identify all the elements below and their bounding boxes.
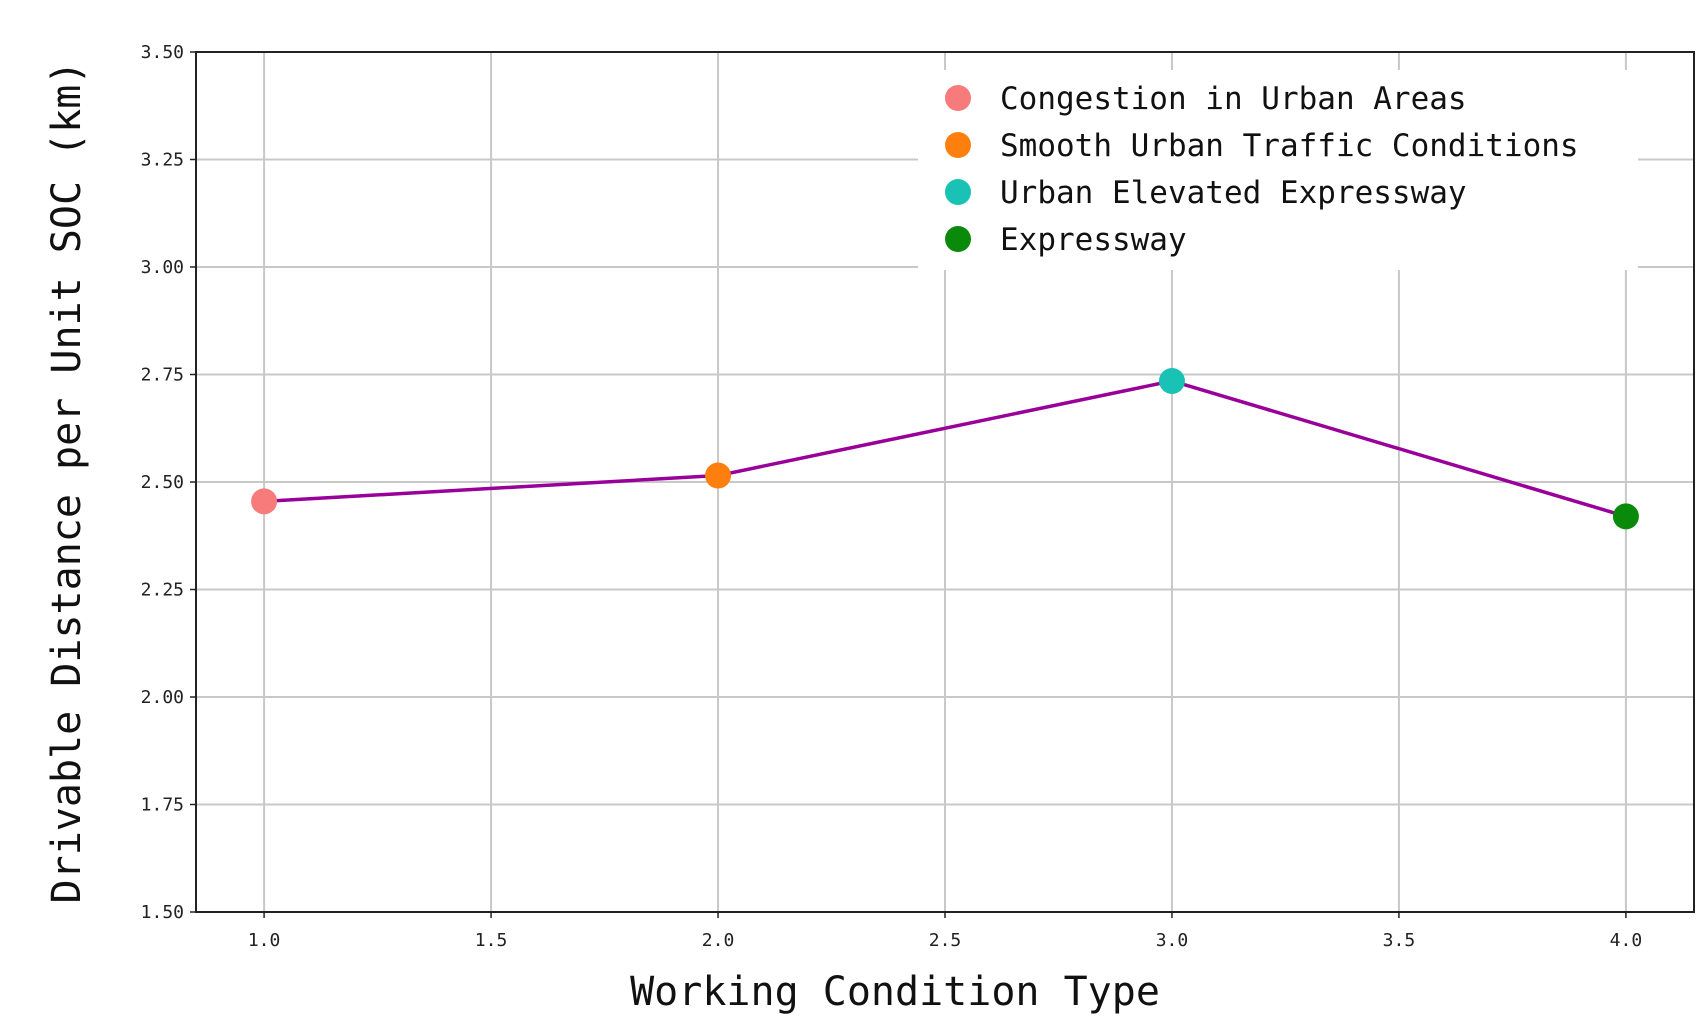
x-tick-label: 3.0	[1156, 930, 1189, 951]
x-tick-label: 2.5	[929, 930, 962, 951]
y-tick-label: 3.50	[141, 42, 184, 63]
x-tick-label: 4.0	[1610, 930, 1643, 951]
data-point	[251, 488, 278, 515]
legend-label: Expressway	[1000, 222, 1187, 258]
series-line	[263, 379, 1627, 519]
data-point	[705, 462, 732, 489]
x-tick-label: 1.0	[248, 930, 281, 951]
legend-label: Congestion in Urban Areas	[1000, 81, 1467, 117]
x-tick-label: 2.0	[702, 930, 735, 951]
legend-box	[918, 70, 1638, 270]
y-tick-label: 1.75	[141, 795, 184, 816]
y-axis-title: Drivable Distance per Unit SOC (km)	[44, 61, 90, 904]
legend-marker	[945, 179, 971, 205]
legend-marker	[945, 85, 971, 111]
y-tick-label: 2.75	[141, 365, 184, 386]
data-point	[1158, 367, 1185, 394]
data-point	[1612, 503, 1639, 530]
y-tick-label: 2.00	[141, 687, 184, 708]
y-tick-label: 2.50	[141, 472, 184, 493]
legend-label: Urban Elevated Expressway	[1000, 175, 1467, 211]
legend-marker	[945, 132, 971, 158]
y-tick-label: 3.00	[141, 257, 184, 278]
legend-marker	[945, 226, 971, 252]
legend-label: Smooth Urban Traffic Conditions	[1000, 128, 1579, 164]
y-tick-label: 1.50	[141, 902, 184, 923]
y-tick-label: 3.25	[141, 150, 184, 171]
x-axis-title: Working Condition Type	[630, 969, 1160, 1015]
x-tick-label: 3.5	[1383, 930, 1416, 951]
x-tick-label: 1.5	[475, 930, 508, 951]
y-tick-label: 2.25	[141, 580, 184, 601]
